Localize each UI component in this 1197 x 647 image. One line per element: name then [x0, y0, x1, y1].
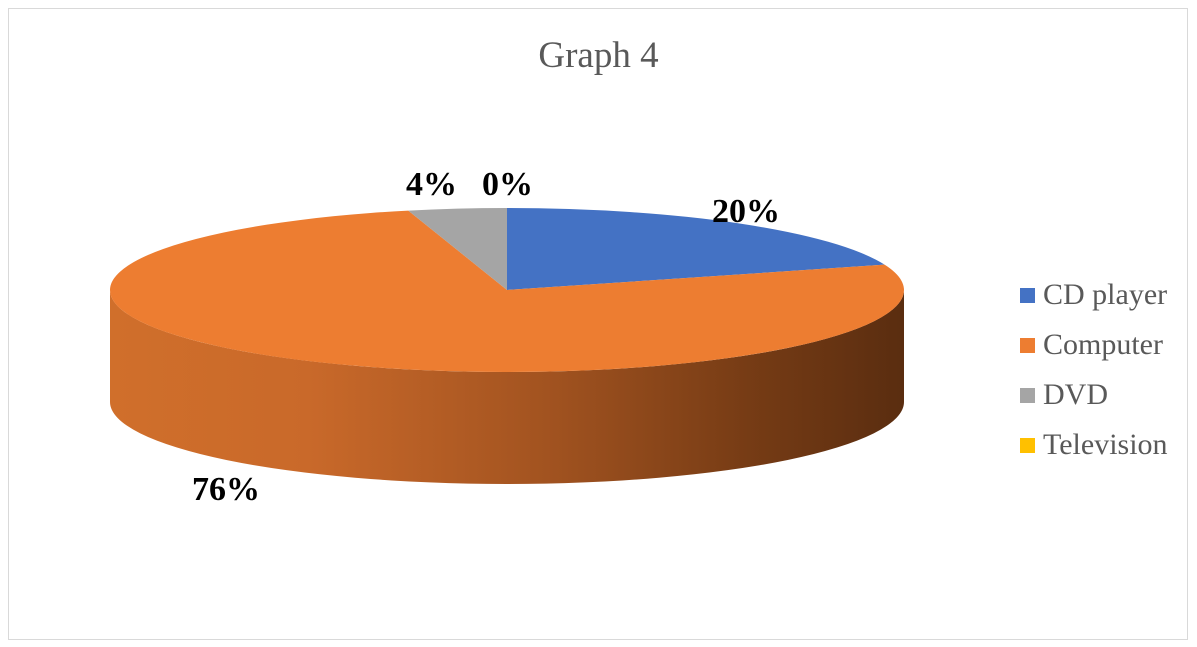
- slice-computer: [109, 210, 905, 372]
- legend-item-television: Television: [1020, 420, 1168, 470]
- legend-label: Computer: [1043, 328, 1163, 361]
- legend-item-dvd: DVD: [1020, 370, 1168, 420]
- slice-cd-player: [507, 208, 885, 290]
- data-label-computer: 76%: [192, 471, 260, 508]
- slice-dvd: [408, 208, 507, 290]
- legend: CD player Computer DVD Television: [1020, 270, 1168, 470]
- legend-item-cd-player: CD player: [1020, 270, 1168, 320]
- pie-top: [109, 208, 905, 372]
- legend-item-computer: Computer: [1020, 320, 1168, 370]
- legend-swatch: [1020, 337, 1035, 353]
- data-labels: 20% 76% 4% 0%: [192, 166, 780, 508]
- legend-label: CD player: [1043, 278, 1168, 311]
- legend-label: Television: [1043, 428, 1168, 461]
- data-label-television: 0%: [482, 166, 533, 203]
- legend-swatch: [1020, 387, 1035, 403]
- legend-swatch: [1020, 437, 1035, 453]
- legend-label: DVD: [1043, 378, 1108, 411]
- slice-side-computer: [110, 290, 904, 484]
- data-label-dvd: 4%: [406, 166, 457, 203]
- legend-swatch: [1020, 287, 1035, 303]
- chart-title: Graph 4: [538, 35, 659, 76]
- data-label-cd-player: 20%: [712, 193, 780, 230]
- pie-side-wall: [110, 290, 904, 484]
